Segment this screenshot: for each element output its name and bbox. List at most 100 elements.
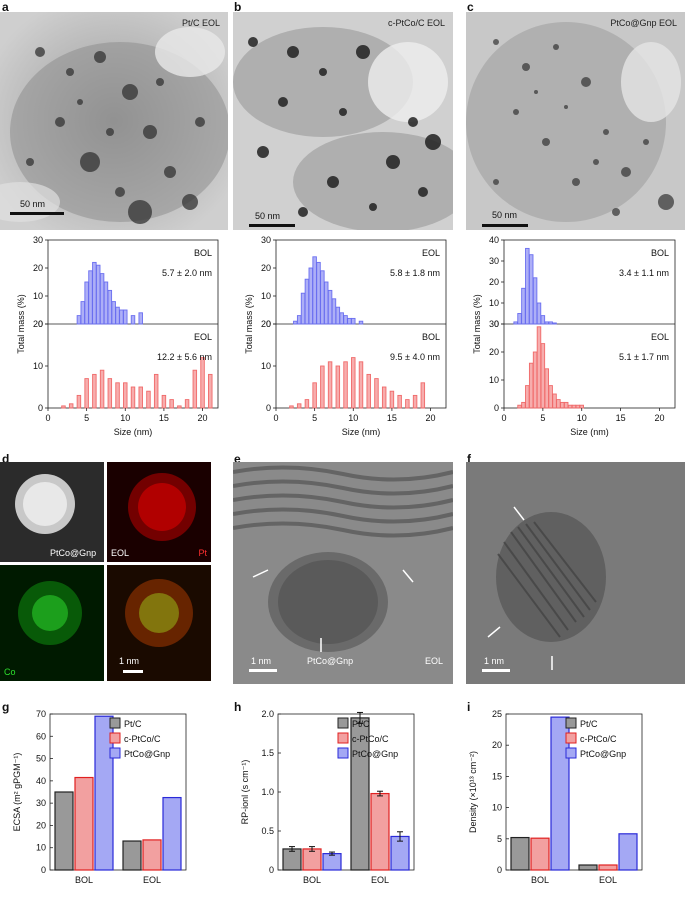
scalebar-text-b: 50 nm xyxy=(255,211,281,221)
legend-label: Pt/C xyxy=(352,719,370,729)
histogram-bar-bottom xyxy=(343,361,348,409)
size-stat-bottom: 12.2 ± 5.6 nm xyxy=(157,352,212,362)
y-tick-label: 20 xyxy=(492,740,502,750)
histogram-bar-top xyxy=(80,301,85,325)
histogram-bar-bottom xyxy=(184,399,190,409)
series-label-top: BOL xyxy=(194,248,212,258)
histogram-bar-top xyxy=(351,317,356,325)
legend-label: PtCo@Gnp xyxy=(352,749,398,759)
arrow-group-e xyxy=(252,569,414,652)
histogram-bar-top xyxy=(327,289,333,325)
scalebar-text-f: 1 nm xyxy=(484,656,505,666)
histogram-bar-top xyxy=(119,309,124,325)
histogram-bar-bottom xyxy=(335,365,341,409)
histogram-bar-bottom xyxy=(548,385,553,409)
chart-frame xyxy=(49,713,187,871)
bar xyxy=(618,833,638,871)
y-tick-label-top: 10 xyxy=(261,291,271,301)
size-stat-top: 5.7 ± 2.0 nm xyxy=(162,268,212,278)
histogram-bar-top xyxy=(312,256,317,325)
histogram-bar-top xyxy=(528,254,534,325)
y-tick-label-bottom: 0 xyxy=(266,403,271,413)
legend-label: PtCo@Gnp xyxy=(124,749,170,759)
histogram-bar-top xyxy=(358,320,364,325)
y-tick-label: 20 xyxy=(36,820,46,830)
x-axis-label: Size (nm) xyxy=(570,427,609,437)
histogram-bar-bottom xyxy=(153,373,159,409)
histogram-bar-bottom xyxy=(312,382,317,409)
y-tick-label: 0 xyxy=(269,865,274,875)
hrtem-image-f: 1 nm xyxy=(466,462,685,684)
histogram-chart-a: 0 10 20 30 BOL 5.7 ± 2.0 nm 0 10 20 EOL 12.2 ± 5.6… xyxy=(16,235,219,437)
panel-letter-a: a xyxy=(2,0,9,14)
scalebar-d xyxy=(123,670,143,673)
stem-map-overlay: 1 nm xyxy=(107,565,211,681)
bar xyxy=(282,848,302,871)
y-tick-label-top: 40 xyxy=(489,235,499,245)
scalebar-b xyxy=(249,224,295,227)
legend-label: c-PtCo/C xyxy=(124,734,161,744)
bar xyxy=(530,837,550,871)
x-tick-label: 20 xyxy=(198,413,208,423)
histogram-bar-top xyxy=(552,322,557,325)
histogram-bar-top xyxy=(103,281,109,325)
legend-label: Pt/C xyxy=(124,719,142,729)
histogram-bar-top xyxy=(525,247,530,325)
x-tick-label: 5 xyxy=(312,413,317,423)
histogram-bar-bottom xyxy=(146,390,151,409)
bar xyxy=(74,776,94,871)
histogram-bar-bottom xyxy=(208,373,213,409)
legend-swatch xyxy=(109,732,121,744)
histogram-bar-top xyxy=(343,315,348,325)
histogram-bar-top xyxy=(323,281,329,325)
histogram-bar-bottom xyxy=(525,385,530,409)
y-axis-label: Total mass (%) xyxy=(16,294,26,354)
x-axis-label: Size (nm) xyxy=(114,427,153,437)
haadf-particle xyxy=(15,474,75,534)
category-label: EOL xyxy=(143,875,161,885)
histogram-bar-top xyxy=(115,306,120,325)
map-label-co: Co xyxy=(4,667,16,677)
histogram-bar-bottom xyxy=(123,382,128,409)
y-tick-label-bottom: 20 xyxy=(489,347,499,357)
bar xyxy=(370,792,390,871)
histogram-bar-bottom xyxy=(579,404,584,409)
histogram-bar-bottom xyxy=(169,399,174,409)
histogram-chart-c: 0 10 20 30 40 BOL 3.4 ± 1.1 nm 0 10 20 30 EOL 5.1 ± … xyxy=(472,235,676,437)
y-tick-label: 40 xyxy=(36,776,46,786)
scalebar-a xyxy=(10,212,64,215)
y-tick-label: 0 xyxy=(497,865,502,875)
bar xyxy=(94,715,114,871)
bar-chart-resistance: 0 0.5 1.0 1.5 2.0 BOL EOL Pt/C c-PtCo/C PtCo@Gnp R… xyxy=(240,709,415,885)
overlay-particle xyxy=(125,579,193,647)
panel-letter-g: g xyxy=(2,700,10,714)
bar xyxy=(142,839,162,871)
histogram-bar-top xyxy=(95,264,101,325)
legend-label: PtCo@Gnp xyxy=(580,749,626,759)
bar xyxy=(550,716,570,871)
x-tick-label: 0 xyxy=(45,413,50,423)
histogram-bar-top xyxy=(92,261,97,325)
scalebar-text-a: 50 nm xyxy=(20,199,46,209)
series-label-top: BOL xyxy=(651,248,669,258)
histogram-bar-bottom xyxy=(99,369,105,409)
histogram-bar-bottom xyxy=(528,362,534,409)
y-axis-label: Total mass (%) xyxy=(472,294,482,354)
y-tick-label-top: 20 xyxy=(489,277,499,287)
tem-texture-c xyxy=(466,12,685,230)
y-tick-label-top: 0 xyxy=(266,319,271,329)
histogram-bar-top xyxy=(304,278,310,325)
tem-image-b: c-PtCo/C EOL 50 nm xyxy=(233,12,453,230)
histogram-bar-top xyxy=(540,315,546,325)
x-tick-label: 5 xyxy=(84,413,89,423)
tem-image-c: PtCo@Gnp EOL 50 nm xyxy=(466,12,685,230)
histogram-bar-bottom xyxy=(130,386,136,409)
y-axis-label: RP-ionl (s cm⁻¹) xyxy=(240,760,250,825)
bar xyxy=(578,864,598,871)
histogram-bar-bottom xyxy=(412,394,418,409)
panel-letter-f: f xyxy=(467,452,471,466)
histogram-bar-bottom xyxy=(107,378,113,409)
x-tick-label: 5 xyxy=(540,413,545,423)
histogram-bar-top xyxy=(521,287,526,325)
histogram-bar-bottom xyxy=(560,401,565,409)
